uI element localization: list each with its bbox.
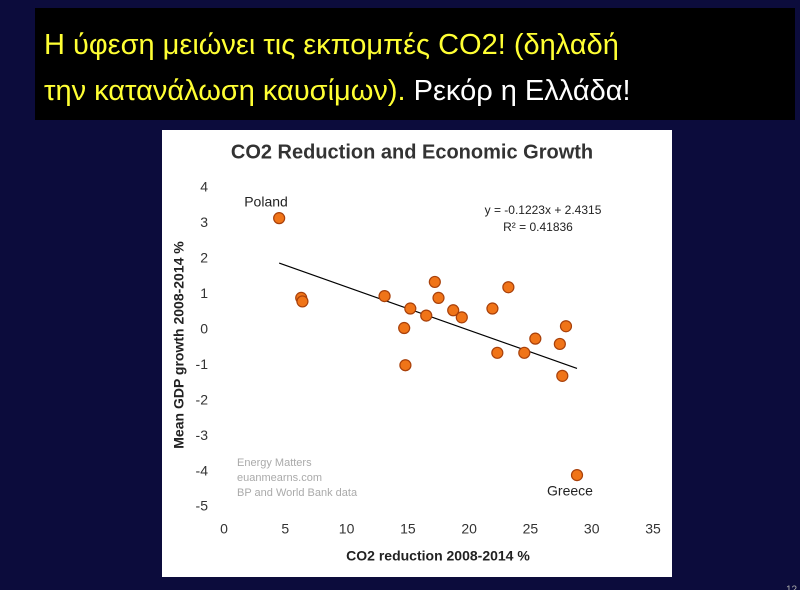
page-number: 12 — [786, 585, 798, 590]
y-tick-label: 4 — [200, 179, 208, 195]
slide-title-part: Ρεκόρ η Ελλάδα! — [406, 75, 631, 107]
x-axis-label: CO2 reduction 2008-2014 % — [346, 548, 530, 564]
x-tick-label: 10 — [339, 521, 355, 537]
source-note: euanmearns.com — [237, 472, 322, 484]
point — [398, 321, 411, 335]
slide-title-line: την κατανάλωση καυσίμων). Ρεκόρ η Ελλάδα… — [44, 75, 631, 107]
point — [455, 311, 468, 324]
point — [428, 275, 441, 289]
slide-title-line: Η ύφεση μειώνει τις εκπομπές CO2! (δηλαδ… — [44, 29, 619, 61]
trendline-equation: y = -0.1223x + 2.4315 — [485, 203, 602, 217]
source-note: Energy Matters — [237, 457, 312, 469]
x-tick-label: 5 — [281, 521, 289, 537]
point — [518, 346, 531, 359]
x-tick-label: 15 — [400, 521, 416, 537]
point — [553, 337, 566, 351]
x-tick-label: 0 — [220, 521, 228, 537]
x-tick-label: 30 — [584, 521, 600, 537]
chart-panel — [162, 130, 672, 577]
point — [404, 302, 417, 315]
point — [491, 346, 504, 359]
y-tick-label: -5 — [196, 498, 209, 514]
point — [447, 304, 460, 317]
x-tick-label: 20 — [461, 521, 477, 537]
title-box — [35, 8, 795, 120]
y-tick-label: -2 — [196, 391, 209, 407]
point — [378, 290, 391, 303]
chart-title: CO2 Reduction and Economic Growth — [231, 141, 593, 163]
point — [273, 212, 286, 225]
point — [529, 332, 542, 345]
trendline-r2: R² = 0.41836 — [503, 220, 573, 234]
y-tick-label: 3 — [200, 214, 208, 230]
point-annotation: Poland — [244, 194, 288, 210]
point — [399, 359, 412, 372]
x-tick-label: 35 — [645, 521, 661, 537]
point — [420, 309, 433, 322]
point — [502, 281, 515, 294]
slide-title-part: Η ύφεση μειώνει τις εκπομπές CO2! (δηλαδ… — [44, 29, 619, 61]
y-tick-label: 0 — [200, 320, 208, 336]
y-tick-label: -4 — [196, 462, 209, 478]
point — [556, 369, 569, 382]
source-note: BP and World Bank data — [237, 487, 358, 499]
x-tick-label: 25 — [523, 521, 539, 537]
point — [486, 302, 499, 315]
point — [432, 291, 445, 304]
y-tick-label: -1 — [196, 356, 209, 372]
point-annotation: Greece — [547, 483, 593, 499]
point — [570, 469, 584, 482]
y-tick-label: -3 — [196, 427, 209, 443]
y-tick-label: 1 — [200, 285, 208, 301]
y-axis-label: Mean GDP growth 2008-2014 % — [171, 241, 187, 449]
slide-title-part: την κατανάλωση καυσίμων). — [44, 75, 406, 107]
y-tick-label: 2 — [200, 250, 208, 266]
point — [559, 320, 573, 333]
point — [296, 295, 309, 308]
